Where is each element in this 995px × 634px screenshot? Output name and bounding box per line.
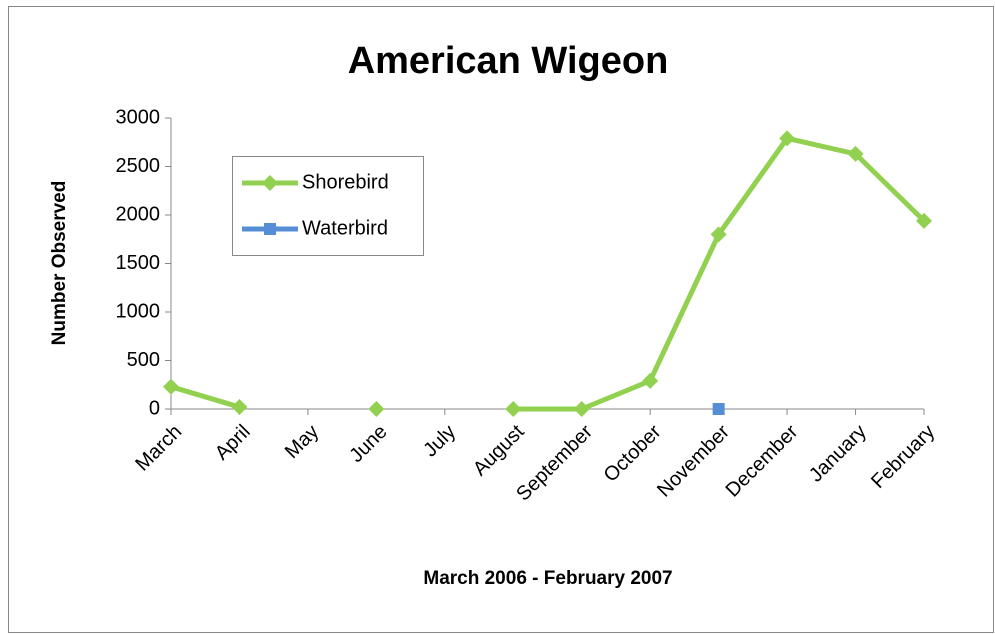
data-point (163, 378, 179, 395)
data-point (573, 401, 590, 417)
data-point (231, 399, 248, 416)
data-point (916, 212, 932, 229)
data-point (642, 372, 659, 389)
legend-label: Shorebird (302, 171, 389, 193)
chart-border (8, 6, 994, 633)
y-tick-label: 2000 (116, 203, 161, 225)
data-point (779, 130, 796, 147)
data-point (712, 403, 725, 415)
y-tick-label: 3000 (116, 106, 161, 128)
data-point (368, 401, 385, 417)
y-tick-label: 1000 (116, 300, 161, 322)
data-point (505, 401, 522, 417)
y-tick-label: 0 (149, 397, 160, 419)
y-axis-title: Number Observed (49, 181, 70, 346)
legend-marker (264, 223, 276, 235)
y-tick-label: 500 (127, 349, 160, 371)
y-tick-label: 1500 (116, 252, 161, 274)
data-point (710, 226, 727, 243)
y-tick-label: 2500 (116, 155, 161, 177)
legend (232, 156, 424, 256)
x-axis-title: March 2006 - February 2007 (423, 568, 672, 589)
chart-title: American Wigeon (348, 40, 669, 82)
legend-label: Waterbird (302, 217, 388, 239)
data-point (847, 145, 864, 162)
legend-marker (262, 175, 278, 191)
